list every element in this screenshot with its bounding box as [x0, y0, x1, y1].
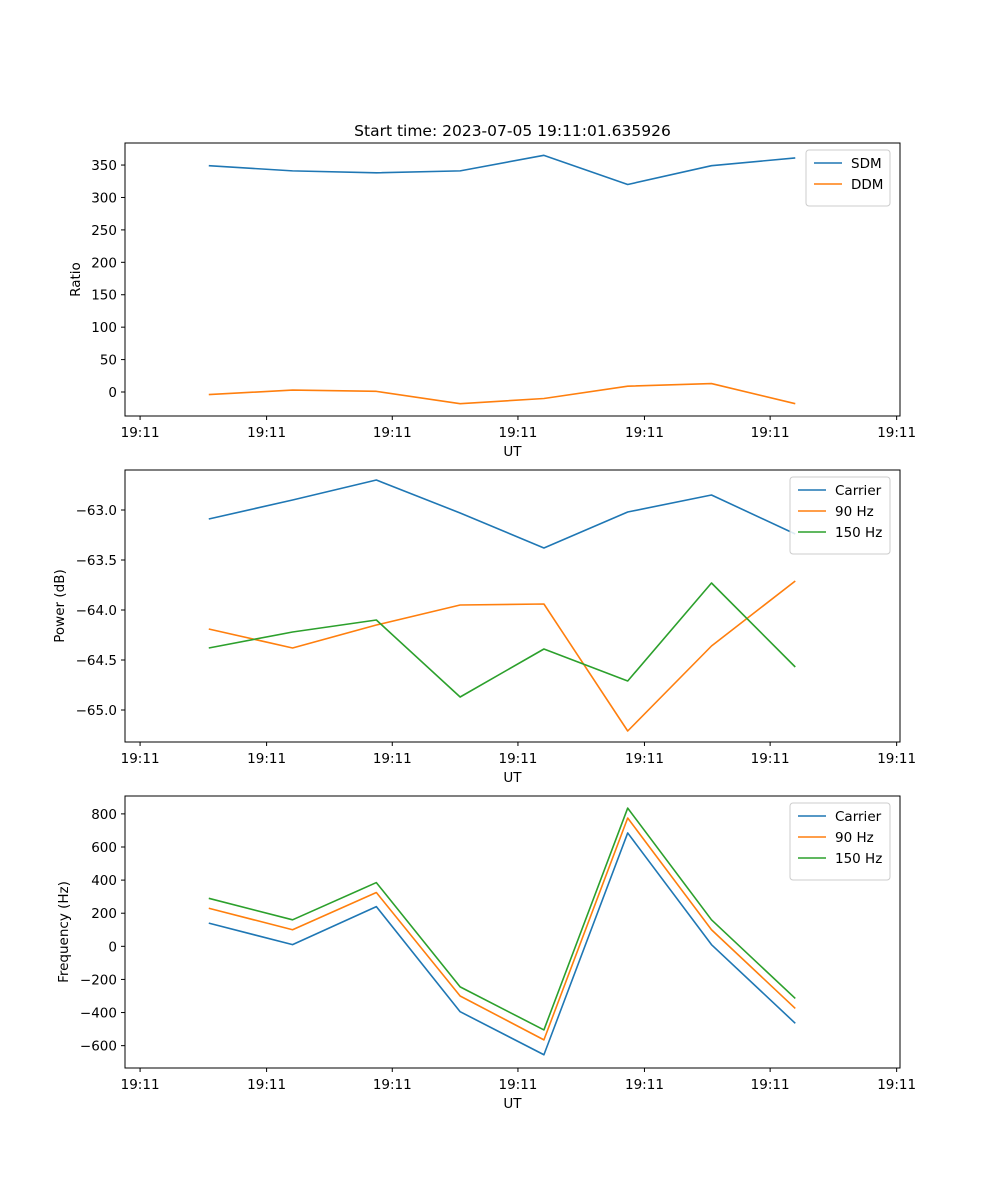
series-line-90-hz — [208, 580, 796, 732]
series-line-150-hz — [208, 807, 796, 1031]
x-tick-label: 19:11 — [373, 751, 412, 767]
y-tick-label: 0 — [108, 385, 117, 401]
x-tick-label: 19:11 — [247, 751, 286, 767]
legend-box — [789, 476, 891, 555]
legend-label: 150 Hz — [835, 851, 882, 867]
legend-label: 90 Hz — [835, 504, 874, 520]
y-tick-label: 600 — [91, 840, 117, 856]
x-tick-label: 19:11 — [373, 425, 412, 441]
y-tick-label: 800 — [91, 807, 117, 823]
legend-label: 90 Hz — [835, 830, 874, 846]
x-tick-label: 19:11 — [625, 751, 664, 767]
x-tick-label: 19:11 — [247, 425, 286, 441]
y-tick-label: −63.0 — [76, 503, 117, 519]
x-tick-label: 19:11 — [751, 1077, 790, 1093]
y-tick-label: 400 — [91, 873, 117, 889]
series-line-90-hz — [208, 817, 796, 1041]
x-tick-label: 19:11 — [877, 425, 916, 441]
legend: SDM DDM — [805, 149, 891, 207]
x-tick-label: 19:11 — [877, 1077, 916, 1093]
legend-label: DDM — [851, 177, 883, 193]
x-tick-label: 19:11 — [498, 425, 537, 441]
x-tick-label: 19:11 — [121, 751, 160, 767]
x-tick-label: 19:11 — [751, 751, 790, 767]
x-tick-label: 19:11 — [751, 425, 790, 441]
legend: Carrier 90 Hz 150 Hz — [789, 476, 891, 555]
y-tick-label: −200 — [80, 972, 117, 988]
plot-frame — [124, 142, 901, 417]
x-tick-label: 19:11 — [498, 751, 537, 767]
y-axis-label: Ratio — [68, 262, 84, 297]
y-tick-label: −600 — [80, 1039, 117, 1055]
legend-box — [789, 802, 891, 881]
y-tick-label: −63.5 — [76, 553, 117, 569]
x-tick-label: 19:11 — [373, 1077, 412, 1093]
series-line-sdm — [208, 154, 796, 186]
x-tick-label: 19:11 — [498, 1077, 537, 1093]
y-tick-label: 100 — [91, 320, 117, 336]
x-tick-label: 19:11 — [121, 1077, 160, 1093]
series-line-150-hz — [208, 582, 796, 698]
legend-label: 150 Hz — [835, 525, 882, 541]
y-axis-label: Power (dB) — [52, 569, 68, 642]
y-tick-label: −400 — [80, 1006, 117, 1022]
y-axis-label: Frequency (Hz) — [56, 881, 72, 983]
x-tick-label: 19:11 — [121, 425, 160, 441]
x-tick-label: 19:11 — [625, 425, 664, 441]
legend: Carrier 90 Hz 150 Hz — [789, 802, 891, 881]
x-axis-label: UT — [503, 770, 522, 786]
x-tick-label: 19:11 — [625, 1077, 664, 1093]
x-tick-label: 19:11 — [877, 751, 916, 767]
legend-label: SDM — [851, 156, 882, 172]
y-tick-label: 250 — [91, 223, 117, 239]
y-tick-label: 200 — [91, 906, 117, 922]
series-line-ddm — [208, 382, 796, 405]
y-tick-label: 150 — [91, 288, 117, 304]
y-tick-label: 200 — [91, 255, 117, 271]
plot-frame — [124, 469, 901, 743]
y-tick-label: 50 — [100, 353, 117, 369]
chart-panel-3: 19:11 19:11 19:11 19:11 19:11 19:11 19:11 −600 −… — [56, 795, 916, 1112]
x-axis-label: UT — [503, 1096, 522, 1112]
y-tick-label: 300 — [91, 190, 117, 206]
x-tick-label: 19:11 — [247, 1077, 286, 1093]
legend-label: Carrier — [835, 483, 882, 499]
series-line-carrier — [208, 479, 796, 549]
y-tick-label: −64.0 — [76, 603, 117, 619]
y-tick-label: 0 — [108, 939, 117, 955]
y-tick-label: 350 — [91, 158, 117, 174]
chart-title: Start time: 2023-07-05 19:11:01.635926 — [354, 122, 671, 140]
chart-panel-1: Start time: 2023-07-05 19:11:01.635926 19… — [68, 122, 916, 460]
series-line-carrier — [208, 832, 796, 1056]
chart-panel-2: 19:11 19:11 19:11 19:11 19:11 19:11 19:11 −65.0… — [52, 469, 916, 786]
y-tick-label: −65.0 — [76, 703, 117, 719]
x-axis-label: UT — [503, 444, 522, 460]
legend-label: Carrier — [835, 809, 882, 825]
legend-box — [805, 149, 891, 207]
y-tick-label: −64.5 — [76, 653, 117, 669]
plot-frame — [124, 795, 901, 1069]
